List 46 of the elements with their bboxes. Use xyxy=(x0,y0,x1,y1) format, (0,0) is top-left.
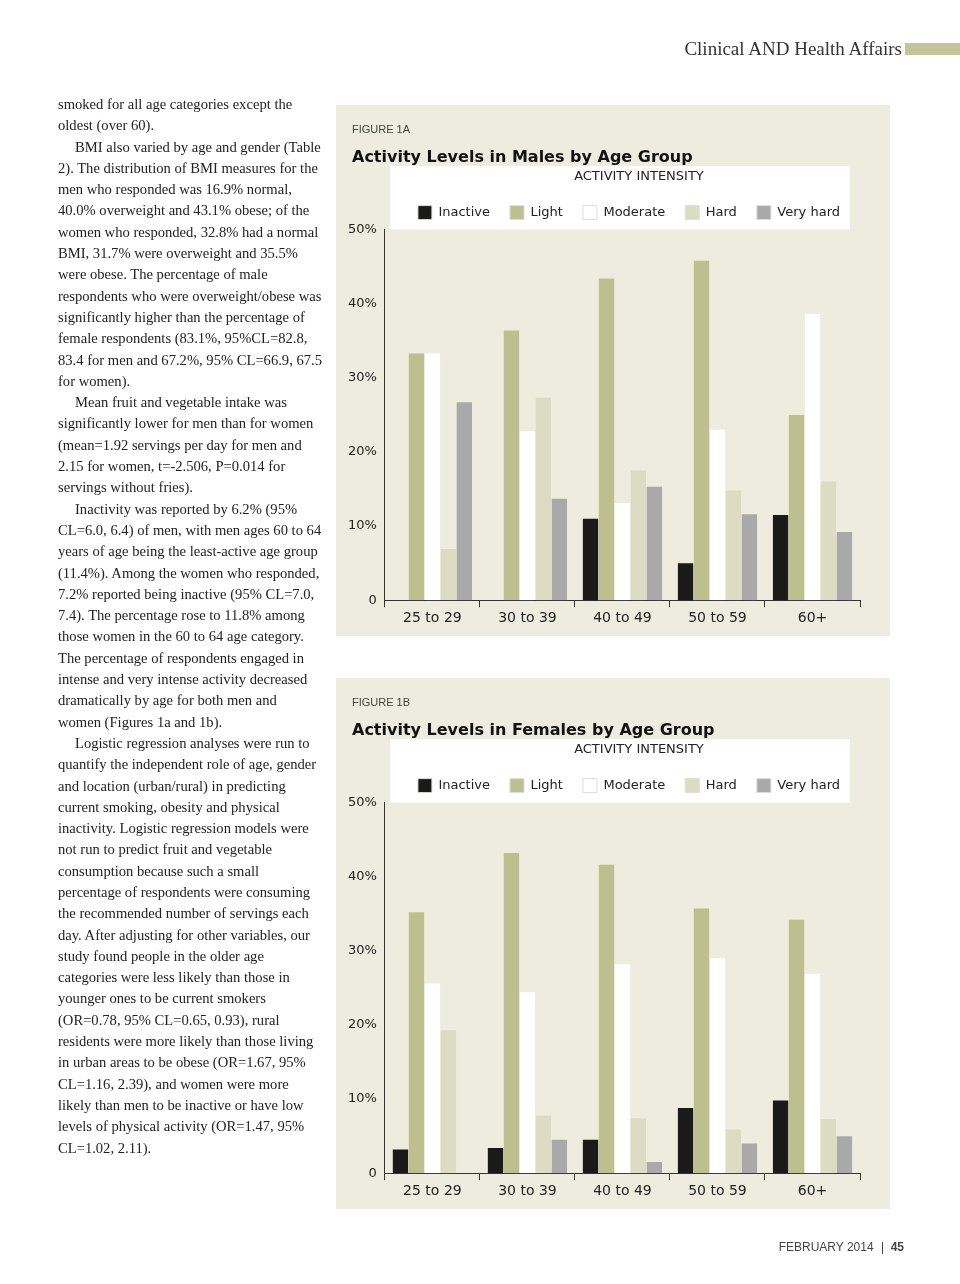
x-tick-label: 50 to 59 xyxy=(688,1182,747,1199)
y-tick-label: 50% xyxy=(347,220,377,236)
legend-label: Light xyxy=(530,776,563,792)
text: smoked for all age categories except the oldest (over 60). xyxy=(58,95,294,136)
y-tick-label: 20% xyxy=(347,1016,377,1032)
y-tick-label: 40% xyxy=(347,868,377,884)
chart-subtitle: FIGURE 1B xyxy=(352,696,412,708)
x-tick-label: 60+ xyxy=(797,1182,828,1199)
y-tick-label: 30% xyxy=(347,942,377,958)
x-tick-label: 60+ xyxy=(797,609,828,626)
legend-label: Moderate xyxy=(603,203,666,219)
y-tick-label: 10% xyxy=(347,517,377,533)
chart-title: Activity Levels in Females by Age Group xyxy=(352,720,716,739)
x-tick-label: 40 to 49 xyxy=(593,1182,652,1199)
y-tick-label: 50% xyxy=(347,793,377,809)
y-tick-label: 30% xyxy=(347,369,377,385)
y-tick-label: 40% xyxy=(347,295,377,311)
legend-label: Inactive xyxy=(438,203,490,219)
text: Logistic regression analyses were run to quantify the independent role of age, gender and location (urban/rural) in predicting current smoking, obesity and physical inactivity. Logistic regression models were not run to predict fruit and vegetable consumption because such a small percentage of respondents were consuming the recommended number of servings each day. After adjusting for other variables, our study found people in the older age categories were less likely than those in younger ones to be current smokers (OR=0.78, 95% CL=0.65, 0.93), rural residents were more likely than those living in urban areas to be obese (OR=1.67, 95% CL=1.16, 2.39), and women were more likely than men to be inactive or have low levels of physical activity (OR=1.47, 95% CL=1.02, 2.11). xyxy=(58,734,317,1156)
text: 45 xyxy=(890,1240,904,1254)
legend-label: Inactive xyxy=(438,776,490,792)
y-tick-label: 10% xyxy=(347,1090,377,1106)
y-tick-label: 0 xyxy=(368,591,377,607)
legend-label: Very hard xyxy=(777,203,841,219)
x-tick-label: 50 to 59 xyxy=(688,609,747,626)
legend-label: Light xyxy=(530,203,563,219)
x-tick-label: 30 to 39 xyxy=(498,1182,557,1199)
text: Clinical AND Health Affairs xyxy=(684,38,902,60)
x-tick-label: 25 to 29 xyxy=(403,1182,462,1199)
chart-subtitle: FIGURE 1A xyxy=(352,123,412,135)
legend-title: ACTIVITY INTENSITY xyxy=(574,167,704,183)
text: BMI also varied by age and gender (Table 2). The distribution of BMI measures for the men who responded was 16.9% normal, 40.0% overweight and 43.1% obese; of the women who responded, 32.8% had a normal BMI, 31.7% were overweight and 35.5% were obese. The percentage of male respondents who were overweight/obese was significantly higher than the percentage of female respondents (83.1%, 95%CL=82.8, 83.4 for men and 67.2%, 95% CL=66.9, 67.5 for women). xyxy=(58,138,322,389)
x-tick-label: 30 to 39 xyxy=(498,609,557,626)
text: Mean fruit and vegetable intake was significantly lower for men than for women (mean=1.92 servings per day for men and 2.15 for women, t=-2.506, P=0.014 for servings without fries). xyxy=(58,393,315,498)
y-tick-label: 0 xyxy=(368,1164,377,1180)
legend-label: Very hard xyxy=(777,776,841,792)
text: Inactivity was reported by 6.2% (95% CL=6.0, 6.4) of men, with men ages 60 to 64 years of age being the least-active age group (11.4%). Among the women who responded, 7.2% reported being inactive (95% CL=7.0, 7.4). The percentage rose to 11.8% among those women in the 60 to 64 age category. The percentage of respondents engaged in intense and very intense activity decreased dramatically by age for both men and women (Figures 1a and 1b). xyxy=(58,500,322,730)
legend-label: Moderate xyxy=(603,776,666,792)
x-tick-label: 25 to 29 xyxy=(403,609,462,626)
legend-label: Hard xyxy=(705,203,737,219)
x-tick-label: 40 to 49 xyxy=(593,609,652,626)
legend-title: ACTIVITY INTENSITY xyxy=(574,740,704,756)
y-tick-label: 20% xyxy=(347,443,377,459)
text: FEBRUARY 2014 xyxy=(778,1240,874,1254)
legend-label: Hard xyxy=(705,776,737,792)
chart-title: Activity Levels in Males by Age Group xyxy=(352,147,694,166)
